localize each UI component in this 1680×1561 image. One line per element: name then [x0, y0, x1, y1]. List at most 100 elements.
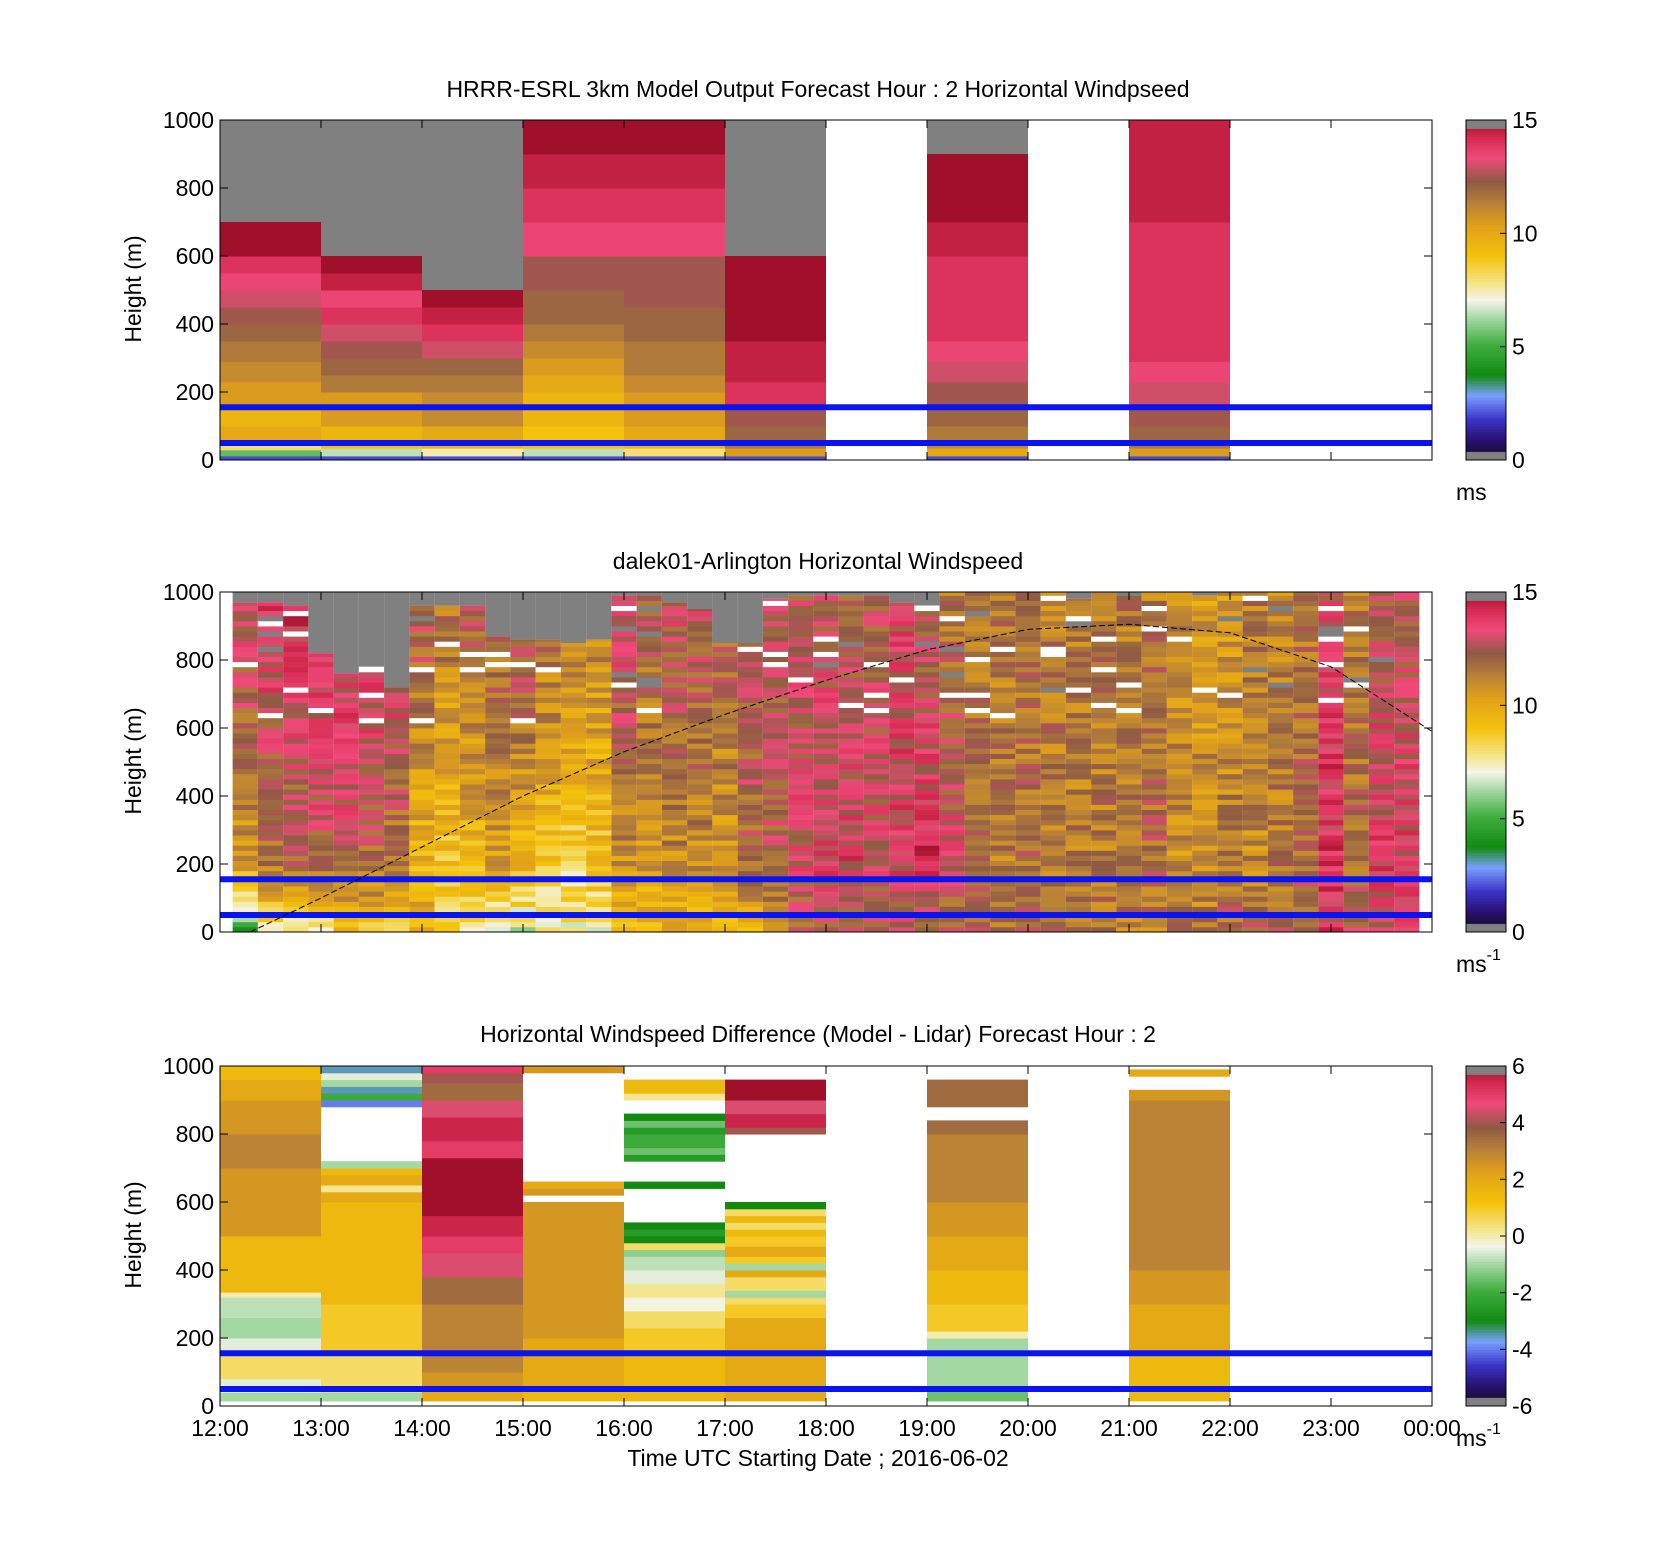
heatmap-cell	[384, 835, 410, 841]
heatmap-cell	[434, 743, 460, 749]
heatmap-cell	[1065, 646, 1092, 652]
heatmap-cell	[232, 682, 258, 688]
heatmap-cell	[434, 666, 460, 673]
heatmap-cell	[1091, 768, 1117, 775]
heatmap-cell	[358, 743, 385, 749]
heatmap-cell	[1091, 840, 1117, 846]
heatmap-cell	[611, 646, 637, 652]
heatmap-cell	[687, 671, 713, 678]
heatmap-cell	[661, 620, 688, 627]
heatmap-cell	[333, 865, 359, 872]
heatmap-cell	[1166, 671, 1193, 678]
heatmap-cell	[687, 906, 713, 912]
heatmap-cell	[813, 636, 839, 642]
heatmap-cell	[560, 712, 587, 719]
heatmap-cell	[889, 794, 915, 800]
heatmap-cell	[1015, 891, 1041, 897]
heatmap-cell	[1267, 605, 1294, 612]
heatmap-cell	[1192, 753, 1218, 759]
colorbar-swatch	[1466, 1213, 1506, 1217]
heatmap-cell	[485, 646, 511, 652]
heatmap-cell	[1267, 870, 1294, 877]
heatmap-cell	[1129, 154, 1230, 189]
heatmap-cell	[1343, 748, 1369, 754]
heatmap-cell	[257, 784, 284, 790]
heatmap-cell	[1394, 717, 1420, 724]
heatmap-cell	[358, 789, 385, 795]
heatmap-cell	[1015, 789, 1041, 795]
heatmap-cell	[914, 646, 940, 652]
heatmap-cell	[1267, 717, 1294, 724]
heatmap-cell	[1141, 763, 1167, 770]
missing-cell	[283, 592, 309, 606]
heatmap-cell	[560, 687, 587, 693]
colorbar-swatch	[1466, 1227, 1506, 1231]
colorbar-swatch	[1466, 804, 1506, 808]
heatmap-cell	[1192, 921, 1218, 928]
heatmap-cell	[1141, 661, 1167, 668]
heatmap-cell	[409, 886, 435, 892]
heatmap-cell	[1217, 784, 1243, 790]
colorbar-swatch	[1466, 1253, 1506, 1257]
heatmap-cell	[1394, 850, 1420, 856]
heatmap-cell	[586, 916, 612, 923]
heatmap-cell	[283, 881, 309, 887]
heatmap-cell	[1318, 717, 1344, 724]
colorbar-swatch	[1466, 324, 1506, 328]
colorbar-swatch	[1466, 1332, 1506, 1336]
colorbar-swatch	[1466, 609, 1506, 613]
heatmap-cell	[611, 661, 637, 668]
heatmap-cell	[1267, 641, 1294, 647]
heatmap-cell	[333, 860, 359, 867]
heatmap-cell	[560, 840, 587, 846]
heatmap-cell	[434, 636, 460, 642]
heatmap-cell	[1267, 881, 1294, 887]
heatmap-cell	[1192, 789, 1218, 795]
colorbar-swatch	[1466, 926, 1506, 930]
heatmap-cell	[1293, 794, 1319, 800]
heatmap-cell	[358, 881, 385, 887]
heatmap-cell	[838, 824, 864, 831]
heatmap-cell	[964, 809, 991, 816]
heatmap-cell	[990, 656, 1016, 663]
heatmap-cell	[927, 222, 1028, 257]
colorbar-swatch	[1466, 844, 1506, 848]
heatmap-cell	[384, 855, 410, 861]
heatmap-cell	[712, 646, 738, 652]
heatmap-cell	[333, 845, 359, 851]
heatmap-cell	[586, 824, 612, 831]
heatmap-cell	[889, 840, 915, 846]
heatmap-cell	[434, 845, 460, 851]
heatmap-cell	[308, 916, 334, 923]
heatmap-cell	[220, 405, 321, 427]
heatmap-cell	[333, 835, 359, 841]
heatmap-cell	[257, 620, 284, 627]
heatmap-cell	[459, 605, 486, 612]
heatmap-cell	[1192, 819, 1218, 826]
heatmap-cell	[1267, 773, 1294, 780]
heatmap-cell	[927, 1338, 1028, 1387]
heatmap-cell	[485, 697, 511, 703]
heatmap-cell	[813, 886, 839, 892]
colorbar-swatch	[1466, 409, 1506, 413]
heatmap-cell	[990, 692, 1016, 698]
heatmap-cell	[939, 748, 965, 754]
heatmap-cell	[1040, 840, 1066, 846]
colorbar-swatch	[1466, 1142, 1506, 1146]
heatmap-cell	[384, 758, 410, 765]
heatmap-cell	[687, 835, 713, 841]
heatmap-cell	[1091, 916, 1117, 923]
heatmap-cell	[927, 1079, 1028, 1108]
colorbar-tick-label: 0	[1512, 919, 1525, 945]
heatmap-cell	[1091, 804, 1117, 810]
heatmap-cell	[661, 651, 688, 657]
heatmap-cell	[1129, 448, 1230, 457]
heatmap-cell	[434, 824, 460, 831]
heatmap-cell	[1091, 641, 1117, 647]
heatmap-cell	[1242, 651, 1268, 657]
colorbar-swatch	[1466, 1131, 1506, 1135]
heatmap-cell	[788, 799, 814, 805]
heatmap-cell	[1217, 651, 1243, 657]
heatmap-cell	[434, 738, 460, 744]
heatmap-cell	[384, 687, 410, 693]
